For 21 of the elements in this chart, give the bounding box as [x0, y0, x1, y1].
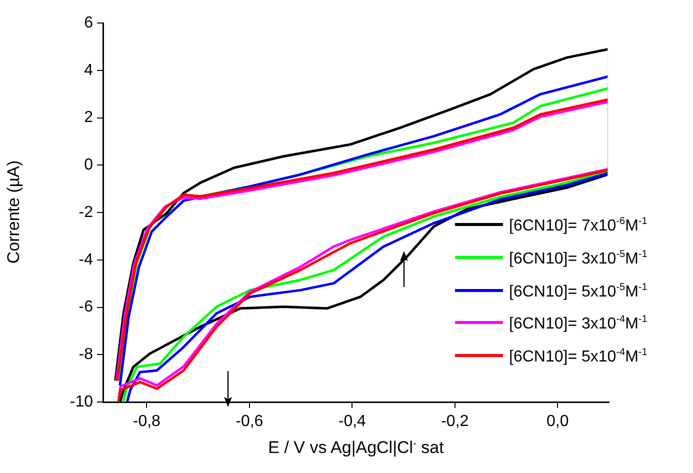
x-tick-label: 0,0: [546, 413, 569, 430]
y-axis-title: Corrente (µA): [4, 160, 24, 264]
legend-label: [6CN10]= 7x10$^{-6}$M$^{-1}$: [509, 215, 648, 236]
y-tick-label: -2: [78, 204, 94, 221]
legend-label: [6CN10]= 3x10$^{-5}$M$^{-1}$: [509, 248, 648, 270]
y-tick-label: -8: [78, 346, 94, 364]
y-tick-label: 4: [84, 62, 94, 79]
y-tick-label: 6: [84, 14, 94, 32]
y-tick-label: -10: [70, 393, 94, 410]
legend-label: [6CN10]= 5x10$^{-5}$M$^{-1}$: [509, 280, 648, 302]
y-tick-label: 0: [84, 156, 94, 174]
y-tick-label: -6: [78, 298, 94, 316]
x-axis-title: E / V vs Ag|AgCl|Cl$^{-}$ sat: [267, 438, 445, 458]
legend-label: [6CN10]= 5x10$^{-4}$M$^{-1}$: [509, 346, 648, 368]
x-tick-label: -0,6: [236, 413, 264, 430]
x-tick-label: -0,2: [441, 413, 469, 430]
x-tick-label: -0,4: [338, 413, 366, 430]
y-tick-label: 2: [84, 109, 94, 126]
y-tick-label: -4: [78, 251, 94, 268]
legend-label: [6CN10]= 3x10$^{-4}$M$^{-1}$: [509, 313, 648, 335]
x-tick-label: -0,8: [132, 413, 161, 430]
